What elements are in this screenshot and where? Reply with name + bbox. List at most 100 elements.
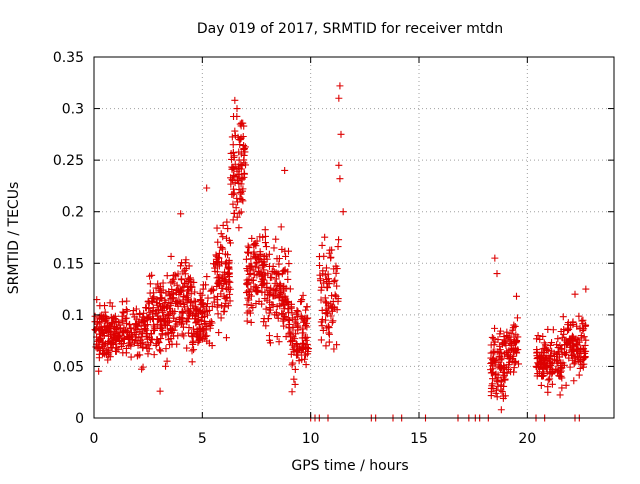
data-point xyxy=(214,310,222,318)
data-point xyxy=(573,340,581,348)
data-point xyxy=(158,294,166,302)
data-point xyxy=(566,363,574,371)
data-point xyxy=(168,295,176,303)
grid-lines xyxy=(94,57,614,418)
data-point xyxy=(506,358,514,366)
data-point xyxy=(111,315,119,323)
data-point xyxy=(555,372,563,380)
data-point xyxy=(190,297,198,305)
data-point xyxy=(288,341,296,349)
data-point xyxy=(322,342,330,350)
data-point xyxy=(218,274,226,282)
data-point xyxy=(292,340,300,348)
data-point xyxy=(497,349,505,357)
data-point xyxy=(156,387,164,395)
data-point xyxy=(287,350,295,358)
data-point xyxy=(322,264,330,272)
data-point xyxy=(491,338,499,346)
data-point xyxy=(536,352,544,360)
data-point xyxy=(188,332,196,340)
data-point xyxy=(323,276,331,284)
data-point xyxy=(244,242,252,250)
data-point xyxy=(258,300,266,308)
data-point xyxy=(173,340,181,348)
data-point xyxy=(541,354,549,362)
data-point xyxy=(127,342,135,350)
data-point xyxy=(284,275,292,283)
data-point xyxy=(211,267,219,275)
data-point xyxy=(183,299,191,307)
data-point xyxy=(210,294,218,302)
data-points xyxy=(91,82,590,422)
data-point xyxy=(98,315,106,323)
data-point xyxy=(581,349,589,357)
data-point xyxy=(205,306,213,314)
data-point xyxy=(497,381,505,389)
data-point xyxy=(503,351,511,359)
data-point xyxy=(238,187,246,195)
data-point xyxy=(139,338,147,346)
data-point xyxy=(145,305,153,313)
data-point xyxy=(302,306,310,314)
data-point xyxy=(237,189,245,197)
data-point xyxy=(229,141,237,149)
data-point xyxy=(544,376,552,384)
data-point xyxy=(317,277,325,285)
y-tick-label: 0.05 xyxy=(53,359,84,375)
data-point xyxy=(333,282,341,290)
data-point xyxy=(195,320,203,328)
data-point xyxy=(533,335,541,343)
y-tick-label: 0.25 xyxy=(53,153,84,169)
data-point xyxy=(335,161,343,169)
data-point xyxy=(556,341,564,349)
data-point xyxy=(108,319,116,327)
data-point xyxy=(298,356,306,364)
data-point xyxy=(268,267,276,275)
data-point xyxy=(228,176,236,184)
data-point xyxy=(278,245,286,253)
data-point xyxy=(142,326,150,334)
data-point xyxy=(195,336,203,344)
data-point xyxy=(329,317,337,325)
data-point xyxy=(491,254,499,262)
data-point xyxy=(502,337,510,345)
data-point xyxy=(291,316,299,324)
data-point xyxy=(100,331,108,339)
data-point xyxy=(281,247,289,255)
data-point xyxy=(510,368,518,376)
data-point xyxy=(330,278,338,286)
data-point xyxy=(564,327,572,335)
data-point xyxy=(149,294,157,302)
data-point xyxy=(270,292,278,300)
x-axis-label: GPS time / hours xyxy=(291,458,408,474)
data-point xyxy=(333,306,341,314)
data-point xyxy=(202,281,210,289)
data-point xyxy=(582,336,590,344)
data-point xyxy=(329,298,337,306)
data-point xyxy=(510,364,518,372)
data-point xyxy=(229,164,237,172)
data-point xyxy=(548,347,556,355)
data-point xyxy=(513,349,521,357)
data-point xyxy=(581,341,589,349)
data-point xyxy=(322,316,330,324)
data-point xyxy=(247,292,255,300)
data-point xyxy=(273,281,281,289)
data-point xyxy=(167,252,175,260)
x-tick-label: 20 xyxy=(518,431,536,447)
data-point xyxy=(226,278,234,286)
data-point xyxy=(280,283,288,291)
data-point xyxy=(567,346,575,354)
data-point xyxy=(563,349,571,357)
data-point xyxy=(275,293,283,301)
data-point xyxy=(190,307,198,315)
data-point xyxy=(247,318,255,326)
data-point xyxy=(322,306,330,314)
data-point xyxy=(547,351,555,359)
data-point xyxy=(317,336,325,344)
data-point xyxy=(189,340,197,348)
data-point xyxy=(146,289,154,297)
data-point xyxy=(266,274,274,282)
data-point xyxy=(214,238,222,246)
data-point xyxy=(541,341,549,349)
